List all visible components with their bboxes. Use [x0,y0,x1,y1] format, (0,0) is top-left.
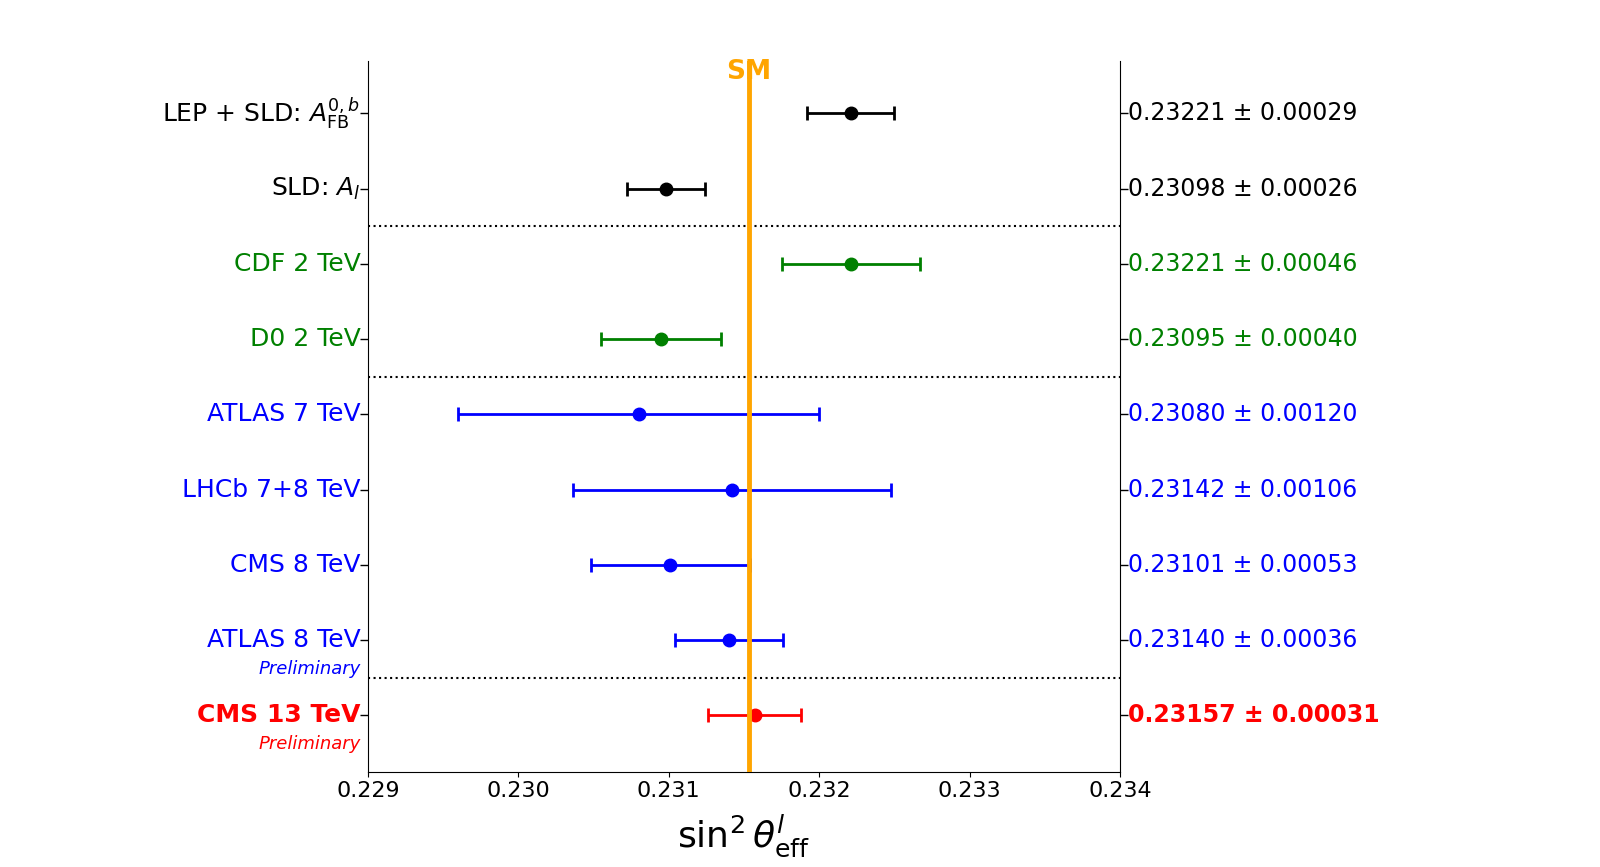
Text: 0.23080 ± 0.00120: 0.23080 ± 0.00120 [1128,402,1357,427]
Text: SM: SM [726,59,771,85]
Text: CMS 8 TeV: CMS 8 TeV [230,553,360,577]
Text: 0.23221 ± 0.00029: 0.23221 ± 0.00029 [1128,101,1357,126]
Text: 0.23098 ± 0.00026: 0.23098 ± 0.00026 [1128,177,1357,200]
Text: 0.23142 ± 0.00106: 0.23142 ± 0.00106 [1128,478,1357,501]
Text: ATLAS 7 TeV: ATLAS 7 TeV [206,402,360,427]
X-axis label: $\sin^2\theta_{\rm eff}^{l}$: $\sin^2\theta_{\rm eff}^{l}$ [677,812,811,859]
Text: Preliminary: Preliminary [258,660,360,678]
Text: CDF 2 TeV: CDF 2 TeV [234,251,360,276]
Text: D0 2 TeV: D0 2 TeV [250,327,360,351]
Text: 0.23095 ± 0.00040: 0.23095 ± 0.00040 [1128,327,1357,351]
Text: ATLAS 8 TeV: ATLAS 8 TeV [206,628,360,652]
Text: 0.23101 ± 0.00053: 0.23101 ± 0.00053 [1128,553,1357,577]
Text: Preliminary: Preliminary [258,735,360,753]
Text: 0.23221 ± 0.00046: 0.23221 ± 0.00046 [1128,251,1357,276]
Text: CMS 13 TeV: CMS 13 TeV [197,703,360,727]
Text: 0.23140 ± 0.00036: 0.23140 ± 0.00036 [1128,628,1357,652]
Text: LEP + SLD: $A_{\rm FB}^{0,b}$: LEP + SLD: $A_{\rm FB}^{0,b}$ [162,95,360,132]
Text: LHCb 7+8 TeV: LHCb 7+8 TeV [182,478,360,501]
Text: 0.23157 ± 0.00031: 0.23157 ± 0.00031 [1128,703,1379,727]
Text: SLD: $A_l$: SLD: $A_l$ [270,175,360,202]
